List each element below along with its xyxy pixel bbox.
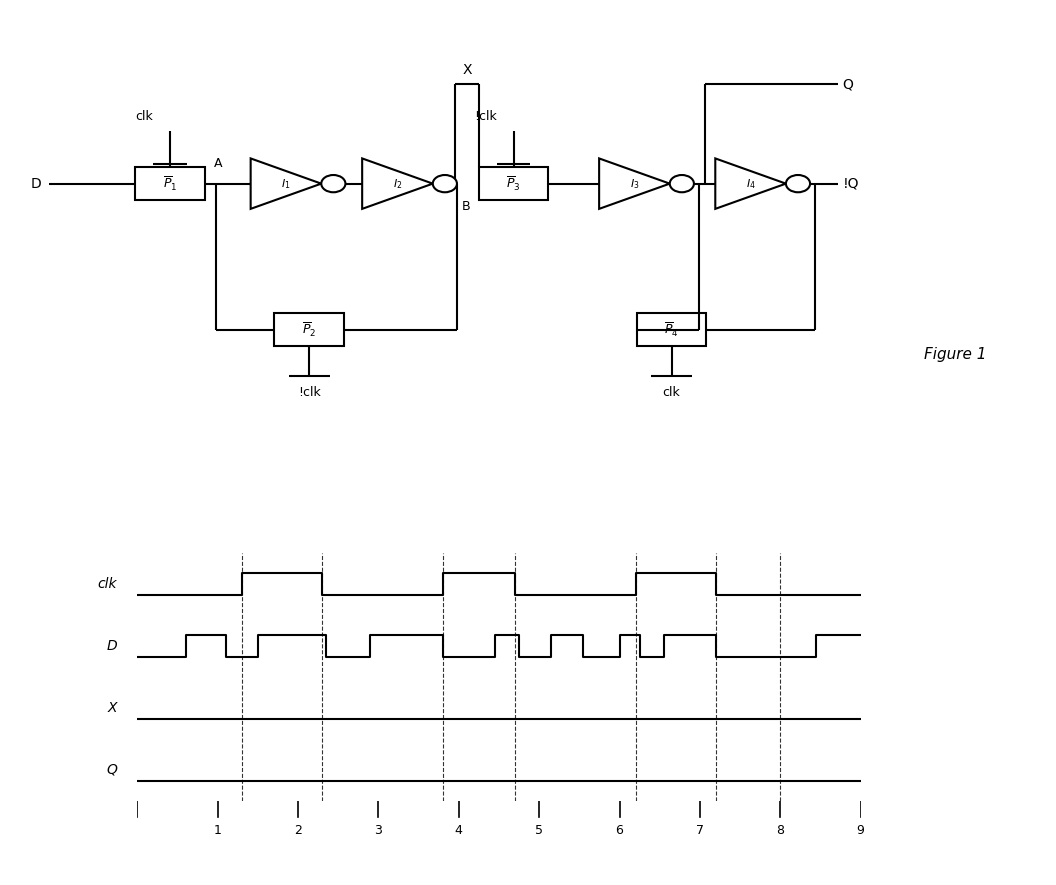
- Circle shape: [433, 175, 457, 192]
- Text: clk: clk: [98, 577, 117, 591]
- Text: $I_4$: $I_4$: [746, 177, 755, 190]
- Bar: [478, 167, 548, 200]
- Polygon shape: [362, 158, 433, 209]
- Text: clk: clk: [663, 386, 680, 399]
- Polygon shape: [250, 158, 321, 209]
- Circle shape: [321, 175, 345, 192]
- Text: Figure 1: Figure 1: [924, 347, 987, 361]
- Bar: [275, 313, 344, 346]
- Text: $\overline{P}_1$: $\overline{P}_1$: [163, 174, 177, 193]
- Polygon shape: [599, 158, 670, 209]
- Text: B: B: [461, 200, 470, 213]
- Text: $\overline{P}_2$: $\overline{P}_2$: [302, 320, 317, 339]
- Text: X: X: [108, 701, 117, 715]
- Text: A: A: [214, 158, 223, 170]
- Text: D: D: [31, 177, 41, 190]
- Text: $\overline{P}_3$: $\overline{P}_3$: [507, 174, 521, 193]
- Text: 5: 5: [535, 824, 543, 837]
- Circle shape: [786, 175, 810, 192]
- Polygon shape: [715, 158, 786, 209]
- Text: Q: Q: [843, 77, 853, 91]
- Text: D: D: [107, 639, 117, 653]
- Text: $I_3$: $I_3$: [629, 177, 639, 190]
- Text: 7: 7: [696, 824, 704, 837]
- Text: 6: 6: [616, 824, 623, 837]
- Bar: [637, 313, 706, 346]
- Text: !Q: !Q: [843, 177, 860, 190]
- Text: X: X: [463, 64, 472, 78]
- Text: $I_1$: $I_1$: [281, 177, 290, 190]
- Bar: [135, 167, 205, 200]
- Text: 4: 4: [455, 824, 463, 837]
- Text: 8: 8: [776, 824, 785, 837]
- Text: $\overline{P}_4$: $\overline{P}_4$: [664, 320, 679, 339]
- Circle shape: [670, 175, 694, 192]
- Text: 9: 9: [856, 824, 865, 837]
- Text: !clk: !clk: [474, 110, 497, 122]
- Text: Q: Q: [107, 763, 117, 777]
- Text: 1: 1: [213, 824, 222, 837]
- Text: 2: 2: [294, 824, 302, 837]
- Text: $I_2$: $I_2$: [393, 177, 402, 190]
- Text: !clk: !clk: [298, 386, 321, 399]
- Text: clk: clk: [135, 110, 153, 122]
- Text: 3: 3: [375, 824, 382, 837]
